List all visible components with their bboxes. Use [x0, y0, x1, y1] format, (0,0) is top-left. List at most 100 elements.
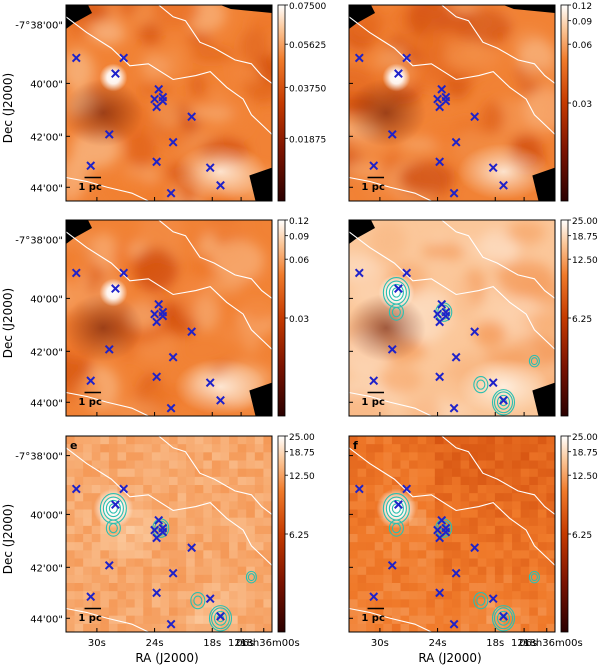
colorbar-tick-label: 0.12 [289, 217, 309, 227]
source-marker [387, 560, 397, 570]
source-marker [168, 568, 178, 578]
colorbar-tick-label: 18.75 [572, 449, 598, 459]
ra-tick-label: 12s [511, 638, 529, 649]
source-marker [86, 376, 96, 386]
source-marker [354, 53, 364, 63]
source-marker [152, 317, 162, 327]
source-marker [205, 378, 215, 388]
boundary-line [158, 436, 272, 515]
source-marker [402, 53, 412, 63]
boundary-line [349, 607, 432, 632]
panel-c-map: 1 pc [66, 220, 272, 416]
source-marker [499, 611, 508, 621]
panel-f-sources [354, 484, 508, 629]
boundary-line [349, 176, 432, 201]
boundary-line [158, 220, 272, 299]
panel-a-map: 1 pc [66, 5, 272, 201]
source-marker [354, 268, 364, 278]
dec-tick-label: -7°38'00" [15, 21, 63, 32]
source-marker [158, 523, 168, 533]
source-marker [441, 92, 451, 102]
source-marker [437, 84, 447, 94]
source-marker [158, 92, 168, 102]
source-marker [166, 619, 176, 629]
source-marker [402, 484, 412, 494]
source-marker [71, 53, 81, 63]
ra-tick-label: 06s [519, 638, 537, 649]
source-marker [187, 543, 197, 553]
source-marker [488, 163, 498, 173]
ra-tick-label: 12s [228, 638, 246, 649]
panel-c: 1 pc -7°38'00" 40'00" 42'00" 44'00" 0.12 0.09 0… [15, 217, 309, 417]
boundary-line [66, 391, 149, 416]
dec-tick-label: 40'00" [30, 510, 63, 521]
panel-e-sources [71, 484, 225, 629]
colorbar [560, 435, 569, 633]
source-marker [111, 500, 120, 510]
ra-tick-label: 18h36m00s [240, 638, 299, 649]
source-marker [104, 344, 114, 354]
scale-bar-label: 1 pc [361, 397, 385, 408]
y-axis-label-row-1: Dec (J2000) [1, 73, 15, 143]
source-marker [187, 112, 197, 122]
source-marker [451, 568, 461, 578]
colorbar-tick-label: 18.75 [289, 449, 315, 459]
source-marker [435, 157, 445, 167]
source-marker [152, 588, 162, 598]
source-marker [451, 352, 461, 362]
source-marker [470, 327, 480, 337]
source-marker [86, 161, 96, 171]
boundary-line [441, 220, 555, 299]
source-marker [150, 309, 159, 319]
boundary-line [66, 231, 272, 350]
source-marker [166, 403, 176, 413]
boundary-line [66, 447, 272, 566]
source-marker [150, 94, 159, 104]
source-marker [451, 137, 461, 147]
source-marker [354, 484, 364, 494]
source-marker [369, 161, 379, 171]
source-marker [152, 533, 162, 543]
source-marker [488, 594, 498, 604]
source-marker [158, 307, 168, 317]
ra-tick-label: 24s [146, 638, 164, 649]
boundary-line [349, 16, 555, 135]
ra-tick-label: 18s [203, 638, 221, 649]
source-marker [111, 284, 120, 294]
colorbar-tick-label: 18.75 [572, 233, 598, 243]
colorbar-tick-label: 0.09 [572, 18, 592, 28]
source-marker [154, 515, 164, 525]
scale-bar-label: 1 pc [361, 613, 385, 624]
source-marker [216, 180, 225, 190]
dec-tick-label: -7°38'00" [15, 236, 63, 247]
source-marker [119, 268, 129, 278]
source-marker [216, 611, 225, 621]
source-marker [435, 533, 445, 543]
source-marker [205, 594, 215, 604]
colorbar-tick-label: 12.50 [572, 472, 598, 482]
source-marker [488, 378, 498, 388]
panel-e-map: 1 pc [66, 436, 272, 632]
x-axis-label-left: RA (J2000) [135, 651, 198, 665]
source-marker [152, 372, 162, 382]
colorbar-tick-label: 0.07500 [289, 2, 326, 12]
ra-tick-label: 30s [371, 638, 389, 649]
x-axis-label-right: RA (J2000) [418, 651, 481, 665]
boundary-line [349, 447, 555, 566]
source-marker [152, 102, 162, 112]
source-marker [104, 129, 114, 139]
source-marker [470, 543, 480, 553]
source-marker [441, 523, 451, 533]
source-marker [369, 592, 379, 602]
source-marker [435, 317, 445, 327]
source-marker [168, 137, 178, 147]
source-marker [168, 352, 178, 362]
colorbar-tick-label: 0.03 [572, 100, 592, 110]
panel-d-map: 1 pc [349, 220, 555, 416]
source-marker [449, 403, 459, 413]
source-marker [437, 299, 447, 309]
source-marker [71, 268, 81, 278]
colorbar-tick-label: 6.25 [572, 531, 592, 541]
